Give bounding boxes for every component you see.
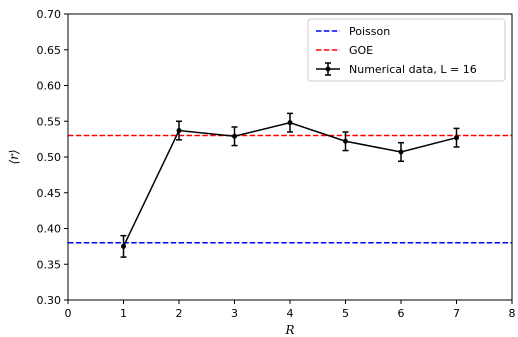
y-axis: 0.30 0.35 0.40 0.45 0.50 0.55 0.60 0.65 0.70 bbox=[37, 8, 68, 307]
x-axis-label: R bbox=[284, 323, 294, 337]
x-tick-label: 8 bbox=[509, 307, 516, 320]
x-tick-label: 7 bbox=[453, 307, 460, 320]
y-tick-label: 0.40 bbox=[37, 223, 62, 236]
y-axis-label: ⟨r⟩ bbox=[7, 149, 21, 164]
data-point bbox=[398, 149, 404, 155]
legend: Poisson GOE Numerical data, L = 16 bbox=[307, 18, 506, 82]
data-point bbox=[287, 120, 293, 126]
y-tick-label: 0.60 bbox=[37, 80, 62, 93]
data-point bbox=[121, 243, 126, 249]
x-tick-label: 3 bbox=[231, 307, 238, 320]
legend-label-poisson: Poisson bbox=[349, 25, 390, 38]
y-tick-label: 0.65 bbox=[37, 44, 62, 57]
reference-lines bbox=[68, 134, 512, 244]
legend-label-numerical-data: Numerical data, L = 16 bbox=[349, 63, 477, 76]
data-point bbox=[176, 128, 182, 134]
data-point bbox=[343, 138, 348, 144]
series-line bbox=[122, 121, 457, 247]
legend-swatch-numerical-marker bbox=[325, 66, 331, 72]
series-layer bbox=[120, 112, 460, 258]
data-point bbox=[232, 133, 237, 139]
y-tick-label: 0.70 bbox=[37, 8, 62, 21]
x-axis: 0 1 2 3 4 5 6 7 8 bbox=[65, 300, 516, 320]
x-tick-label: 5 bbox=[342, 307, 349, 320]
x-tick-label: 6 bbox=[398, 307, 405, 320]
x-tick-label: 1 bbox=[120, 307, 127, 320]
x-tick-label: 2 bbox=[176, 307, 183, 320]
y-tick-label: 0.30 bbox=[37, 294, 62, 307]
data-point bbox=[454, 135, 459, 141]
y-tick-label: 0.55 bbox=[37, 115, 62, 128]
y-tick-label: 0.45 bbox=[37, 187, 62, 200]
legend-box bbox=[307, 18, 506, 82]
y-tick-label: 0.50 bbox=[37, 151, 62, 164]
legend-label-goe: GOE bbox=[349, 44, 373, 57]
y-tick-label: 0.35 bbox=[37, 258, 62, 271]
x-tick-label: 0 bbox=[65, 307, 72, 320]
x-tick-label: 4 bbox=[287, 307, 294, 320]
